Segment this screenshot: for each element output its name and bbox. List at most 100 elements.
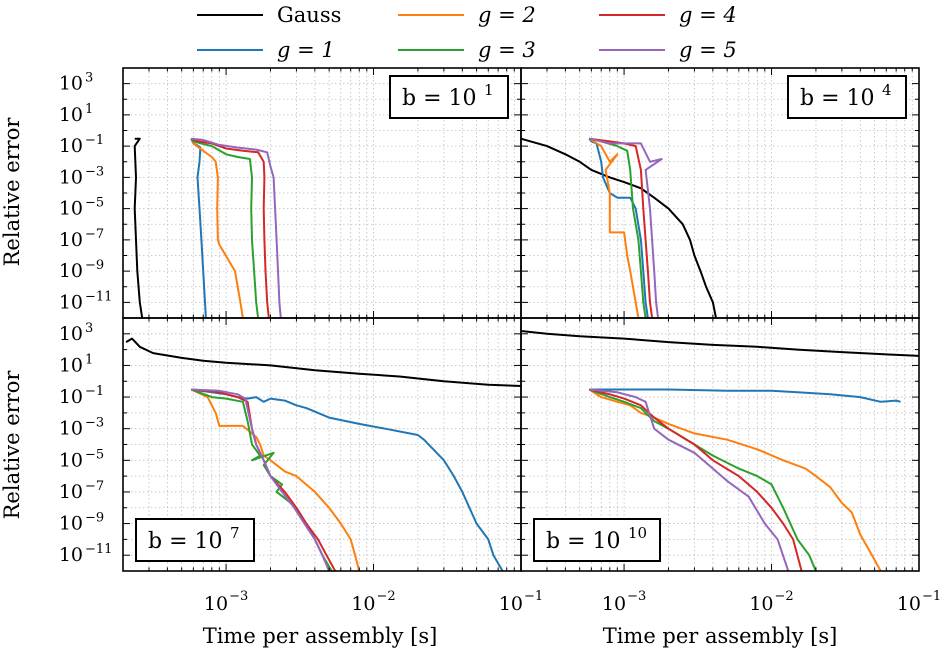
y-tick-exponent: −7 [85, 479, 104, 494]
y-tick-exponent: 3 [85, 321, 93, 336]
series-g1-line [589, 388, 901, 403]
y-tick-exponent: −5 [85, 196, 104, 211]
series-group [133, 137, 282, 318]
legend-item-g2: g = 2 [398, 3, 536, 27]
series-g2-line [190, 388, 361, 571]
y-tick-label: 10 [59, 386, 83, 408]
series-gauss-line [133, 137, 144, 318]
series-gauss-line [521, 329, 919, 357]
y-tick-exponent: −9 [85, 511, 104, 526]
badge-exponent: 4 [882, 81, 892, 99]
legend-item-g3: g = 3 [398, 38, 536, 62]
y-tick-label: 10 [59, 449, 83, 471]
y-tick-exponent: 1 [85, 102, 93, 117]
y-tick-exponent: 3 [85, 71, 93, 86]
series-g3-line [190, 138, 260, 318]
legend-label: Gauss [277, 3, 341, 27]
y-tick-label: 10 [59, 513, 83, 535]
badge-label: b = 10 [800, 86, 875, 111]
series-g5-line [589, 388, 790, 571]
badge-label: b = 10 [148, 529, 223, 554]
series-g4-line [588, 388, 803, 571]
legend-label: g = 5 [679, 38, 737, 62]
y-axis-label-bottom: Relative error [0, 370, 24, 520]
badge-box [135, 518, 255, 562]
y-tick-label: 10 [59, 166, 83, 188]
legend-label: g = 1 [277, 38, 335, 62]
series-g3-line [588, 388, 817, 571]
axes-frame [520, 317, 920, 572]
legend-label: g = 4 [679, 3, 737, 27]
y-tick-label: 10 [59, 73, 83, 95]
y-tick-label: 10 [59, 354, 83, 376]
y-tick-exponent: −11 [85, 289, 112, 304]
x-tick-label: 10 [602, 593, 626, 615]
badge-label: b = 10 [402, 86, 477, 111]
series-g5-line [191, 388, 331, 571]
y-tick-exponent: −9 [85, 258, 104, 273]
series-g2-line [588, 137, 640, 318]
x-tick-label: 10 [749, 593, 773, 615]
x-tick-exponent: −2 [377, 589, 396, 604]
badge-label: b = 10 [546, 529, 621, 554]
panel-badge: b = 10 1 [389, 75, 509, 119]
panel-badge: b = 10 10 [533, 518, 661, 562]
y-tick-label: 10 [59, 135, 83, 157]
legend-item-g5: g = 5 [599, 38, 737, 62]
y-tick-exponent: −1 [85, 133, 104, 148]
x-axis-label-left: Time per assembly [s] [203, 624, 438, 648]
y-tick-label: 10 [59, 544, 83, 566]
y-tick-label: 10 [59, 291, 83, 313]
y-tick-exponent: −3 [85, 164, 104, 179]
y-tick-exponent: 1 [85, 352, 93, 367]
series-g5-line [191, 137, 282, 318]
x-tick-exponent: −1 [524, 589, 543, 604]
x-tick-label: 10 [351, 593, 375, 615]
y-tick-label: 10 [59, 418, 83, 440]
y-tick-exponent: −11 [85, 542, 112, 557]
y-tick-exponent: −7 [85, 227, 104, 242]
x-tick-label: 10 [204, 593, 228, 615]
legend-label: g = 2 [478, 3, 536, 27]
y-tick-exponent: −3 [85, 416, 104, 431]
series-g2-line [588, 388, 882, 571]
panel-badge: b = 10 7 [135, 518, 255, 562]
y-axis-label-top: Relative error [0, 117, 24, 267]
y-tick-exponent: −5 [85, 447, 104, 462]
series-group [521, 329, 919, 571]
x-tick-exponent: −1 [922, 589, 941, 604]
series-gauss-line [521, 137, 717, 318]
panel-p4: 10 −3 10 −2 10 −1b = 10 10 [520, 317, 941, 615]
panel-p2: b = 10 4 [520, 67, 920, 319]
x-tick-exponent: −2 [775, 589, 794, 604]
y-tick-label: 10 [59, 104, 83, 126]
legend-label: g = 3 [478, 38, 536, 62]
badge-exponent: 1 [484, 81, 494, 99]
y-tick-exponent: −1 [85, 384, 104, 399]
y-tick-label: 10 [59, 481, 83, 503]
legend-item-g1: g = 1 [197, 38, 335, 62]
gridlines [122, 67, 522, 319]
badge-exponent: 10 [628, 524, 647, 542]
x-tick-label: 10 [499, 593, 523, 615]
x-tick-exponent: −3 [229, 589, 248, 604]
legend-item-gauss: Gauss [197, 3, 341, 27]
panel-badge: b = 10 4 [787, 75, 907, 119]
legend: Gauss g = 1 g = 2 g = 3 g = 4 g = 5 [197, 3, 737, 62]
x-tick-labels: 10 −3 10 −2 10 −1 [204, 589, 543, 615]
y-tick-label: 10 [59, 323, 83, 345]
badge-exponent: 7 [230, 524, 240, 542]
x-tick-labels: 10 −3 10 −2 10 −1 [602, 589, 941, 615]
y-tick-label: 10 [59, 260, 83, 282]
series-group [125, 337, 521, 571]
x-axis-label-right: Time per assembly [s] [603, 624, 838, 648]
badge-box [533, 518, 661, 562]
axis-labels: Relative error Relative error Time per a… [0, 117, 837, 648]
series-g5-line [588, 137, 663, 318]
